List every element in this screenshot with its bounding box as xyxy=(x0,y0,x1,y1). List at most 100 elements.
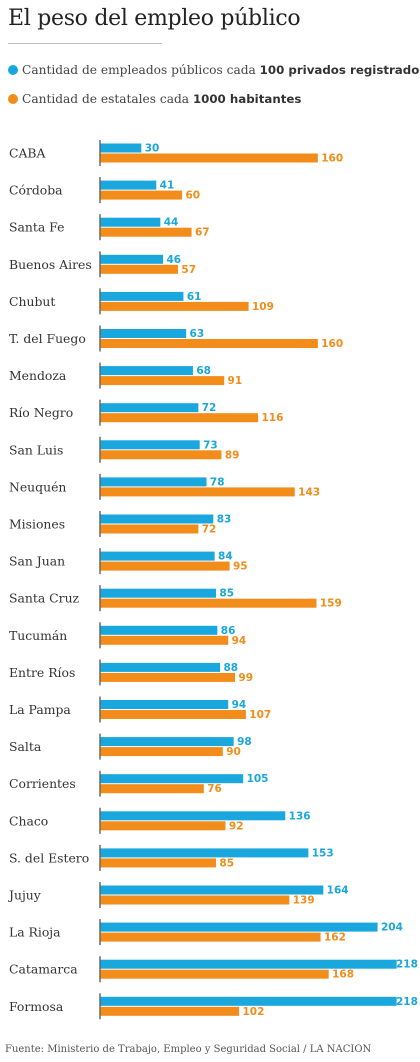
bar-state-chaco xyxy=(100,821,226,831)
bar-public-chaco xyxy=(100,811,286,821)
category-label-caba: CABA xyxy=(9,146,47,161)
category-label-buenos-aires: Buenos Aires xyxy=(9,257,92,272)
bar-state-la-rioja xyxy=(100,932,321,942)
bar-public-rio-negro xyxy=(100,403,199,413)
category-label-san-luis: San Luis xyxy=(9,442,63,457)
value-label-public-corrientes: 105 xyxy=(247,773,269,785)
bar-public-cordoba xyxy=(100,180,157,190)
category-label-t-del-fuego: T. del Fuego xyxy=(9,331,86,346)
category-label-corrientes: Corrientes xyxy=(9,776,76,791)
bar-state-santa-fe xyxy=(100,227,192,237)
bar-public-buenos-aires xyxy=(100,254,164,264)
bar-state-san-luis xyxy=(100,450,222,460)
category-label-formosa: Formosa xyxy=(9,999,64,1014)
bar-public-mendoza xyxy=(100,366,193,376)
value-label-public-misiones: 83 xyxy=(217,514,232,526)
value-label-public-chaco: 136 xyxy=(289,810,311,822)
bar-state-caba xyxy=(100,153,318,163)
legend-dot-orange xyxy=(8,94,18,104)
value-label-public-la-pampa: 94 xyxy=(232,699,247,711)
category-label-tucuman: Tucumán xyxy=(9,628,67,643)
source-note: Fuente: Ministerio de Trabajo, Empleo y … xyxy=(5,1044,372,1055)
bar-public-t-del-fuego xyxy=(100,329,187,338)
bar-public-catamarca xyxy=(100,959,397,969)
value-label-state-mendoza: 91 xyxy=(228,375,243,387)
bar-public-la-rioja xyxy=(100,922,378,932)
value-label-public-catamarca: 218 xyxy=(396,959,418,971)
value-label-state-rio-negro: 116 xyxy=(262,412,284,424)
value-label-public-santa-cruz: 85 xyxy=(219,588,234,600)
value-label-public-s-del-estero: 153 xyxy=(312,847,334,859)
bar-state-s-del-estero xyxy=(100,858,217,868)
value-label-state-formosa: 102 xyxy=(242,1006,264,1018)
title-rule xyxy=(8,43,162,44)
bar-state-t-del-fuego xyxy=(100,339,318,348)
bar-public-san-juan xyxy=(100,551,215,561)
value-label-state-t-del-fuego: 160 xyxy=(321,338,343,350)
bar-public-santa-cruz xyxy=(100,588,217,598)
bar-public-tucuman xyxy=(100,625,218,635)
bar-state-salta xyxy=(100,747,223,757)
value-label-public-buenos-aires: 46 xyxy=(166,254,181,266)
category-label-san-juan: San Juan xyxy=(9,554,65,569)
category-label-neuquen: Neuquén xyxy=(9,479,66,494)
category-label-catamarca: Catamarca xyxy=(9,962,78,977)
bar-state-mendoza xyxy=(100,376,225,386)
bar-state-la-pampa xyxy=(100,710,246,719)
value-label-state-neuquen: 143 xyxy=(298,486,320,498)
bar-state-santa-cruz xyxy=(100,598,317,608)
bar-public-s-del-estero xyxy=(100,848,309,858)
value-label-public-caba: 30 xyxy=(145,143,160,155)
legend-dot-blue xyxy=(8,65,18,75)
value-label-state-buenos-aires: 57 xyxy=(181,264,196,276)
value-label-state-santa-fe: 67 xyxy=(195,227,210,239)
value-label-state-la-rioja: 162 xyxy=(324,932,346,944)
bar-state-catamarca xyxy=(100,969,329,979)
bar-state-formosa xyxy=(100,1006,240,1016)
value-label-public-entre-rios: 88 xyxy=(223,662,238,674)
bar-state-corrientes xyxy=(100,784,204,794)
category-label-santa-cruz: Santa Cruz xyxy=(9,591,80,606)
bar-public-misiones xyxy=(100,514,214,524)
value-label-state-chaco: 92 xyxy=(229,820,244,832)
bar-state-buenos-aires xyxy=(100,264,178,274)
value-label-state-misiones: 72 xyxy=(202,524,217,536)
category-label-chubut: Chubut xyxy=(9,294,55,309)
category-label-cordoba: Córdoba xyxy=(9,183,63,198)
value-label-state-jujuy: 139 xyxy=(293,895,315,907)
value-label-state-catamarca: 168 xyxy=(332,969,354,981)
value-label-state-chubut: 109 xyxy=(252,301,274,313)
category-label-jujuy: Jujuy xyxy=(7,888,41,903)
value-label-public-jujuy: 164 xyxy=(327,885,349,897)
category-label-salta: Salta xyxy=(9,739,42,754)
bar-state-neuquen xyxy=(100,487,295,497)
legend-label-prefix: Cantidad de estatales cada xyxy=(22,92,193,106)
legend-item-public-per-private: Cantidad de empleados públicos cada 100 … xyxy=(8,61,420,79)
bar-public-santa-fe xyxy=(100,217,161,227)
value-label-public-rio-negro: 72 xyxy=(202,402,217,414)
legend-label-bold: 1000 habitantes xyxy=(192,92,302,106)
bar-state-san-juan xyxy=(100,561,230,571)
legend-item-state-per-inhabitants: Cantidad de estatales cada 1000 habitant… xyxy=(8,90,301,108)
value-label-public-san-juan: 84 xyxy=(218,551,233,563)
value-label-state-san-juan: 95 xyxy=(233,561,248,573)
bar-public-chubut xyxy=(100,291,184,301)
bar-public-san-luis xyxy=(100,440,200,450)
bar-state-misiones xyxy=(100,524,199,534)
bar-state-rio-negro xyxy=(100,413,259,423)
category-label-s-del-estero: S. del Estero xyxy=(9,850,89,865)
value-label-state-tucuman: 94 xyxy=(232,635,247,647)
value-label-public-salta: 98 xyxy=(237,736,252,748)
bar-public-formosa xyxy=(100,996,397,1006)
value-label-public-santa-fe: 44 xyxy=(164,217,179,229)
category-label-mendoza: Mendoza xyxy=(9,368,67,383)
chart-title: El peso del empleo público xyxy=(8,6,301,31)
value-label-state-santa-cruz: 159 xyxy=(320,598,342,610)
value-label-public-mendoza: 68 xyxy=(196,365,211,377)
category-label-entre-rios: Entre Ríos xyxy=(9,665,75,680)
value-label-public-chubut: 61 xyxy=(187,291,202,303)
value-label-state-caba: 160 xyxy=(321,153,343,165)
category-label-la-pampa: La Pampa xyxy=(9,702,71,717)
value-label-public-neuquen: 78 xyxy=(210,476,225,488)
